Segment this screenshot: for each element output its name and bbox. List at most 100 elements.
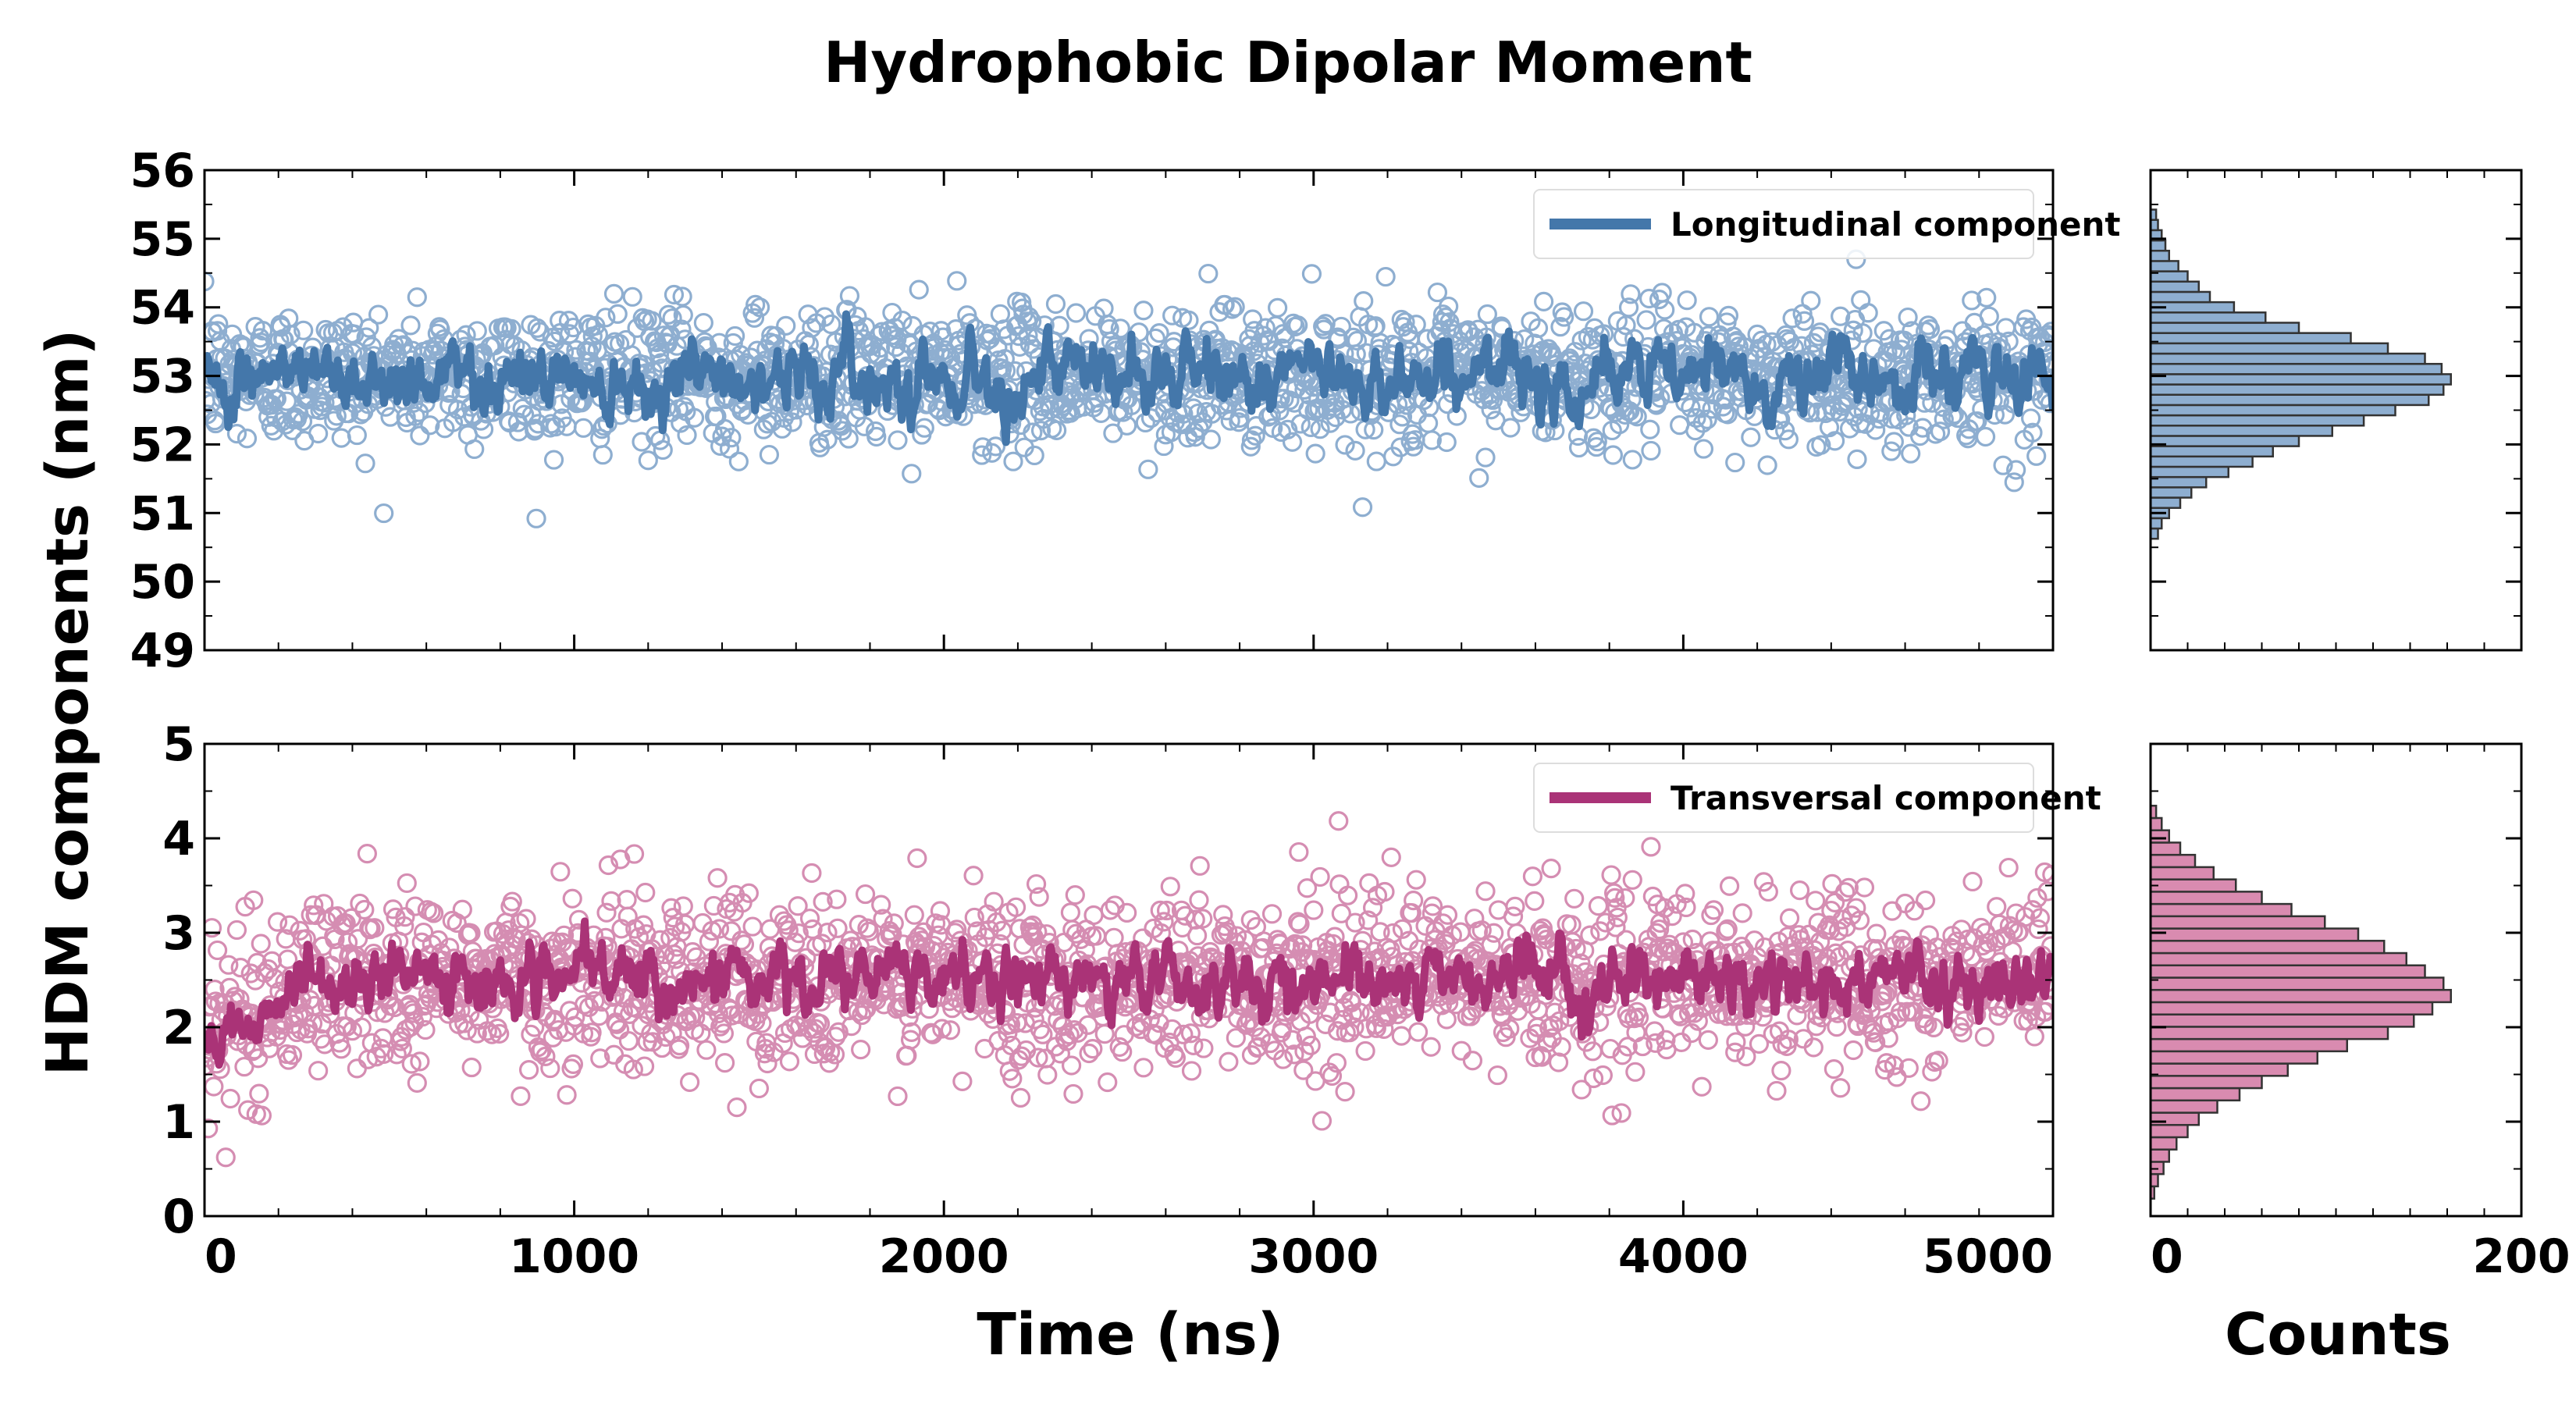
longitudinal-scatter-point <box>573 418 594 438</box>
longitudinal-scatter-point <box>266 389 286 409</box>
transversal-scatter-point <box>1484 923 1504 943</box>
longitudinal-scatter-point <box>527 318 547 338</box>
longitudinal-scatter-point <box>658 304 678 325</box>
longitudinal-scatter-point <box>1099 318 1119 340</box>
y-axis-label: HDM components (nm) <box>34 329 101 1076</box>
transversal-scatter-point <box>596 902 617 923</box>
longitudinal-scatter-point <box>1047 420 1067 440</box>
longitudinal-hist-bar <box>2149 393 2430 407</box>
transversal-y-tick-label: 4 <box>162 812 195 866</box>
longitudinal-scatter-point <box>400 315 421 336</box>
transversal-scatter-point <box>802 863 822 884</box>
longitudinal-scatter-point <box>1019 307 1039 327</box>
transversal-hist-bar <box>2149 853 2197 869</box>
transversal-scatter-point <box>1406 870 1426 890</box>
transversal-scatter-point <box>562 888 582 909</box>
longitudinal-scatter-point <box>356 327 376 347</box>
transversal-scatter-point <box>550 862 571 882</box>
longitudinal-scatter-point <box>854 416 874 436</box>
longitudinal-scatter-point <box>1459 322 1479 342</box>
longitudinal-scatter-point <box>1282 432 1303 452</box>
longitudinal-scatter-point <box>1023 422 1043 443</box>
transversal-hist-bar <box>2149 1148 2170 1163</box>
transversal-scatter-point <box>1564 888 1585 909</box>
longitudinal-hist-bar <box>2149 517 2163 530</box>
longitudinal-scatter-point <box>443 412 464 432</box>
transversal-scatter-point <box>1061 1055 1082 1076</box>
transversal-hist-bar <box>2149 1050 2318 1065</box>
longitudinal-hist-bar <box>2149 435 2300 447</box>
longitudinal-scatter-point <box>1179 310 1199 330</box>
transversal-scatter-point <box>249 1083 269 1104</box>
transversal-scatter-point <box>518 1059 539 1080</box>
longitudinal-scatter-point <box>1310 419 1330 439</box>
transversal-scatter-point <box>1451 1040 1471 1061</box>
longitudinal-scatter-point <box>1901 443 1921 464</box>
longitudinal-y-tick-label: 54 <box>130 281 196 336</box>
transversal-scatter-point <box>1160 877 1180 897</box>
transversal-hist-bars <box>2149 805 2452 1200</box>
longitudinal-scatter-point <box>607 304 628 324</box>
transversal-scatter-point <box>1219 1051 1239 1072</box>
longitudinal-scatter-point <box>920 322 941 342</box>
transversal-scatter-point <box>1462 1051 1483 1071</box>
longitudinal-scatter-point <box>782 412 802 432</box>
longitudinal-scatter-point <box>326 406 347 426</box>
longitudinal-scatter-point <box>1801 290 1821 311</box>
longitudinal-scatter-point <box>410 425 430 446</box>
longitudinal-scatter-point <box>1220 411 1240 431</box>
longitudinal-scatter-point <box>1406 315 1426 335</box>
longitudinal-hist-bar <box>2149 249 2170 262</box>
longitudinal-scatter-point <box>638 450 658 471</box>
longitudinal-scatter-point <box>276 391 297 411</box>
transversal-y-tick-label: 3 <box>162 906 195 961</box>
transversal-hist-bar <box>2149 976 2445 991</box>
longitudinal-scatter-point <box>902 464 922 484</box>
transversal-scatter-point <box>1083 1039 1103 1059</box>
transversal-scatter-point <box>1580 925 1600 945</box>
longitudinal-scatter-point <box>1149 323 1169 343</box>
transversal-scatter-point <box>749 1078 770 1099</box>
longitudinal-scatter-point <box>1135 412 1155 433</box>
transversal-scatter-point <box>1391 1026 1411 1046</box>
longitudinal-scatter-point <box>664 284 685 305</box>
longitudinal-scatter-point <box>374 503 394 524</box>
longitudinal-scatter-point <box>237 429 258 449</box>
transversal-hist-bar <box>2149 866 2215 880</box>
longitudinal-scatter-point <box>1173 404 1194 424</box>
longitudinal-hist-bars <box>2149 208 2452 540</box>
transversal-scatter-point <box>1175 905 1195 926</box>
transversal-scatter-point <box>742 916 763 937</box>
longitudinal-scatter-point <box>1534 291 1554 311</box>
longitudinal-scatter-point <box>380 407 400 427</box>
longitudinal-scatter-point <box>1305 443 1325 464</box>
transversal-scatter-point <box>1703 900 1724 920</box>
transversal-scatter-point <box>1181 1061 1202 1081</box>
transversal-scatter-point <box>1104 927 1124 948</box>
longitudinal-scatter-point <box>1366 451 1386 471</box>
transversal-hist-bar <box>2149 1136 2178 1151</box>
transversal-hist-bar <box>2149 841 2182 856</box>
longitudinal-scatter-point <box>596 308 616 328</box>
longitudinal-scatter-point <box>888 430 908 450</box>
longitudinal-hist-bar <box>2149 486 2193 499</box>
longitudinal-scatter-point <box>603 283 624 304</box>
transversal-scatter-point <box>215 1147 236 1168</box>
longitudinal-scatter-point <box>1222 299 1243 319</box>
longitudinal-scatter-point <box>1979 306 1999 326</box>
longitudinal-scatter-point <box>1110 318 1130 339</box>
transversal-hist-bar <box>2149 1062 2289 1077</box>
longitudinal-scatter-point <box>1439 296 1459 317</box>
transversal-scatter-point <box>1083 905 1104 926</box>
transversal-scatter-point <box>1133 1058 1154 1078</box>
longitudinal-hist-bar <box>2149 383 2445 396</box>
transversal-scatter-point <box>952 1071 973 1091</box>
longitudinal-scatter-point <box>947 271 967 291</box>
longitudinal-scatter-point <box>1030 420 1051 441</box>
longitudinal-y-tick-label: 53 <box>130 350 196 404</box>
longitudinal-scatter-point <box>1573 301 1594 322</box>
longitudinal-scatter-point <box>1255 318 1276 338</box>
longitudinal-scatter-point <box>995 361 1016 381</box>
longitudinal-scatter-point <box>464 439 485 460</box>
